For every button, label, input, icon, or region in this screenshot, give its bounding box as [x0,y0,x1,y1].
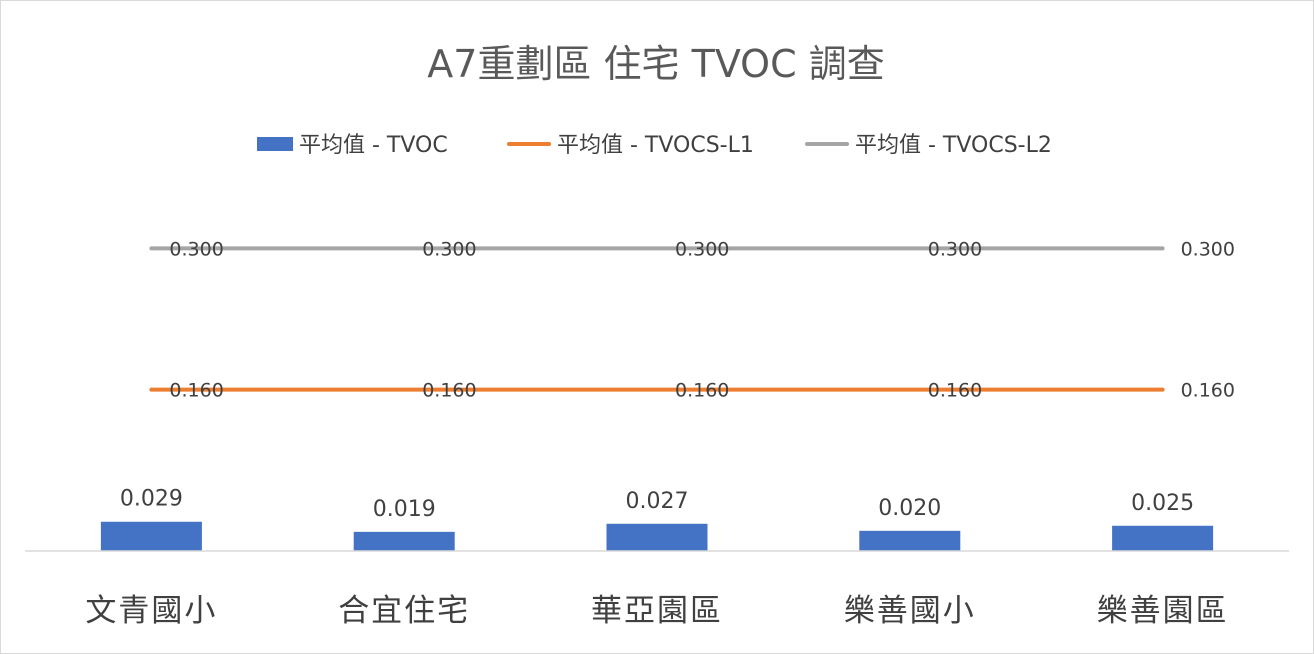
legend: 平均值 - TVOC 平均值 - TVOCS-L1 平均值 - TVOCS-L2 [257,133,1052,158]
bar-data-label-2: 0.027 [626,489,689,514]
line-1-data-label-4: 0.160 [1181,380,1235,402]
line-2-data-label-3: 0.300 [928,238,982,260]
line-1-data-label-0: 0.160 [169,380,223,402]
line-2-data-label-1: 0.300 [422,238,476,260]
bar-data-label-3: 0.020 [878,496,941,521]
line-1-data-label-3: 0.160 [928,380,982,402]
legend-label-0: 平均值 - TVOC [299,133,448,158]
bar-series: 0.029 0.019 0.027 0.020 0.025 [100,487,1214,551]
bar-0 [100,521,202,551]
bar-4 [1112,525,1214,551]
category-label-0: 文青國小 [85,593,217,629]
line-2-data-label-0: 0.300 [169,238,223,260]
line-series: 0.160 0.160 0.160 0.160 0.160 0.300 0.300 0.300… [149,238,1235,402]
category-label-2: 華亞園區 [591,593,723,629]
chart-title: A7重劃區 住宅 TVOC 調查 [427,42,884,86]
legend-swatch-0 [257,137,293,151]
category-label-4: 樂善園區 [1097,593,1229,629]
legend-label-1: 平均值 - TVOCS-L1 [557,133,754,158]
bar-data-label-1: 0.019 [373,497,436,522]
category-label-1: 合宜住宅 [338,593,470,629]
line-1-data-label-2: 0.160 [675,380,729,402]
legend-label-2: 平均值 - TVOCS-L2 [855,133,1052,158]
bar-1 [353,531,455,551]
bar-data-label-4: 0.025 [1131,491,1194,516]
line-2-data-label-2: 0.300 [675,238,729,260]
bar-2 [606,523,708,551]
category-label-3: 樂善國小 [844,593,976,629]
bar-3 [859,530,961,551]
line-1-data-label-1: 0.160 [422,380,476,402]
bar-data-label-0: 0.029 [120,487,183,512]
category-axis-labels: 文青國小 合宜住宅 華亞園區 樂善國小 樂善園區 [85,593,1229,629]
line-2-data-label-4: 0.300 [1181,238,1235,260]
